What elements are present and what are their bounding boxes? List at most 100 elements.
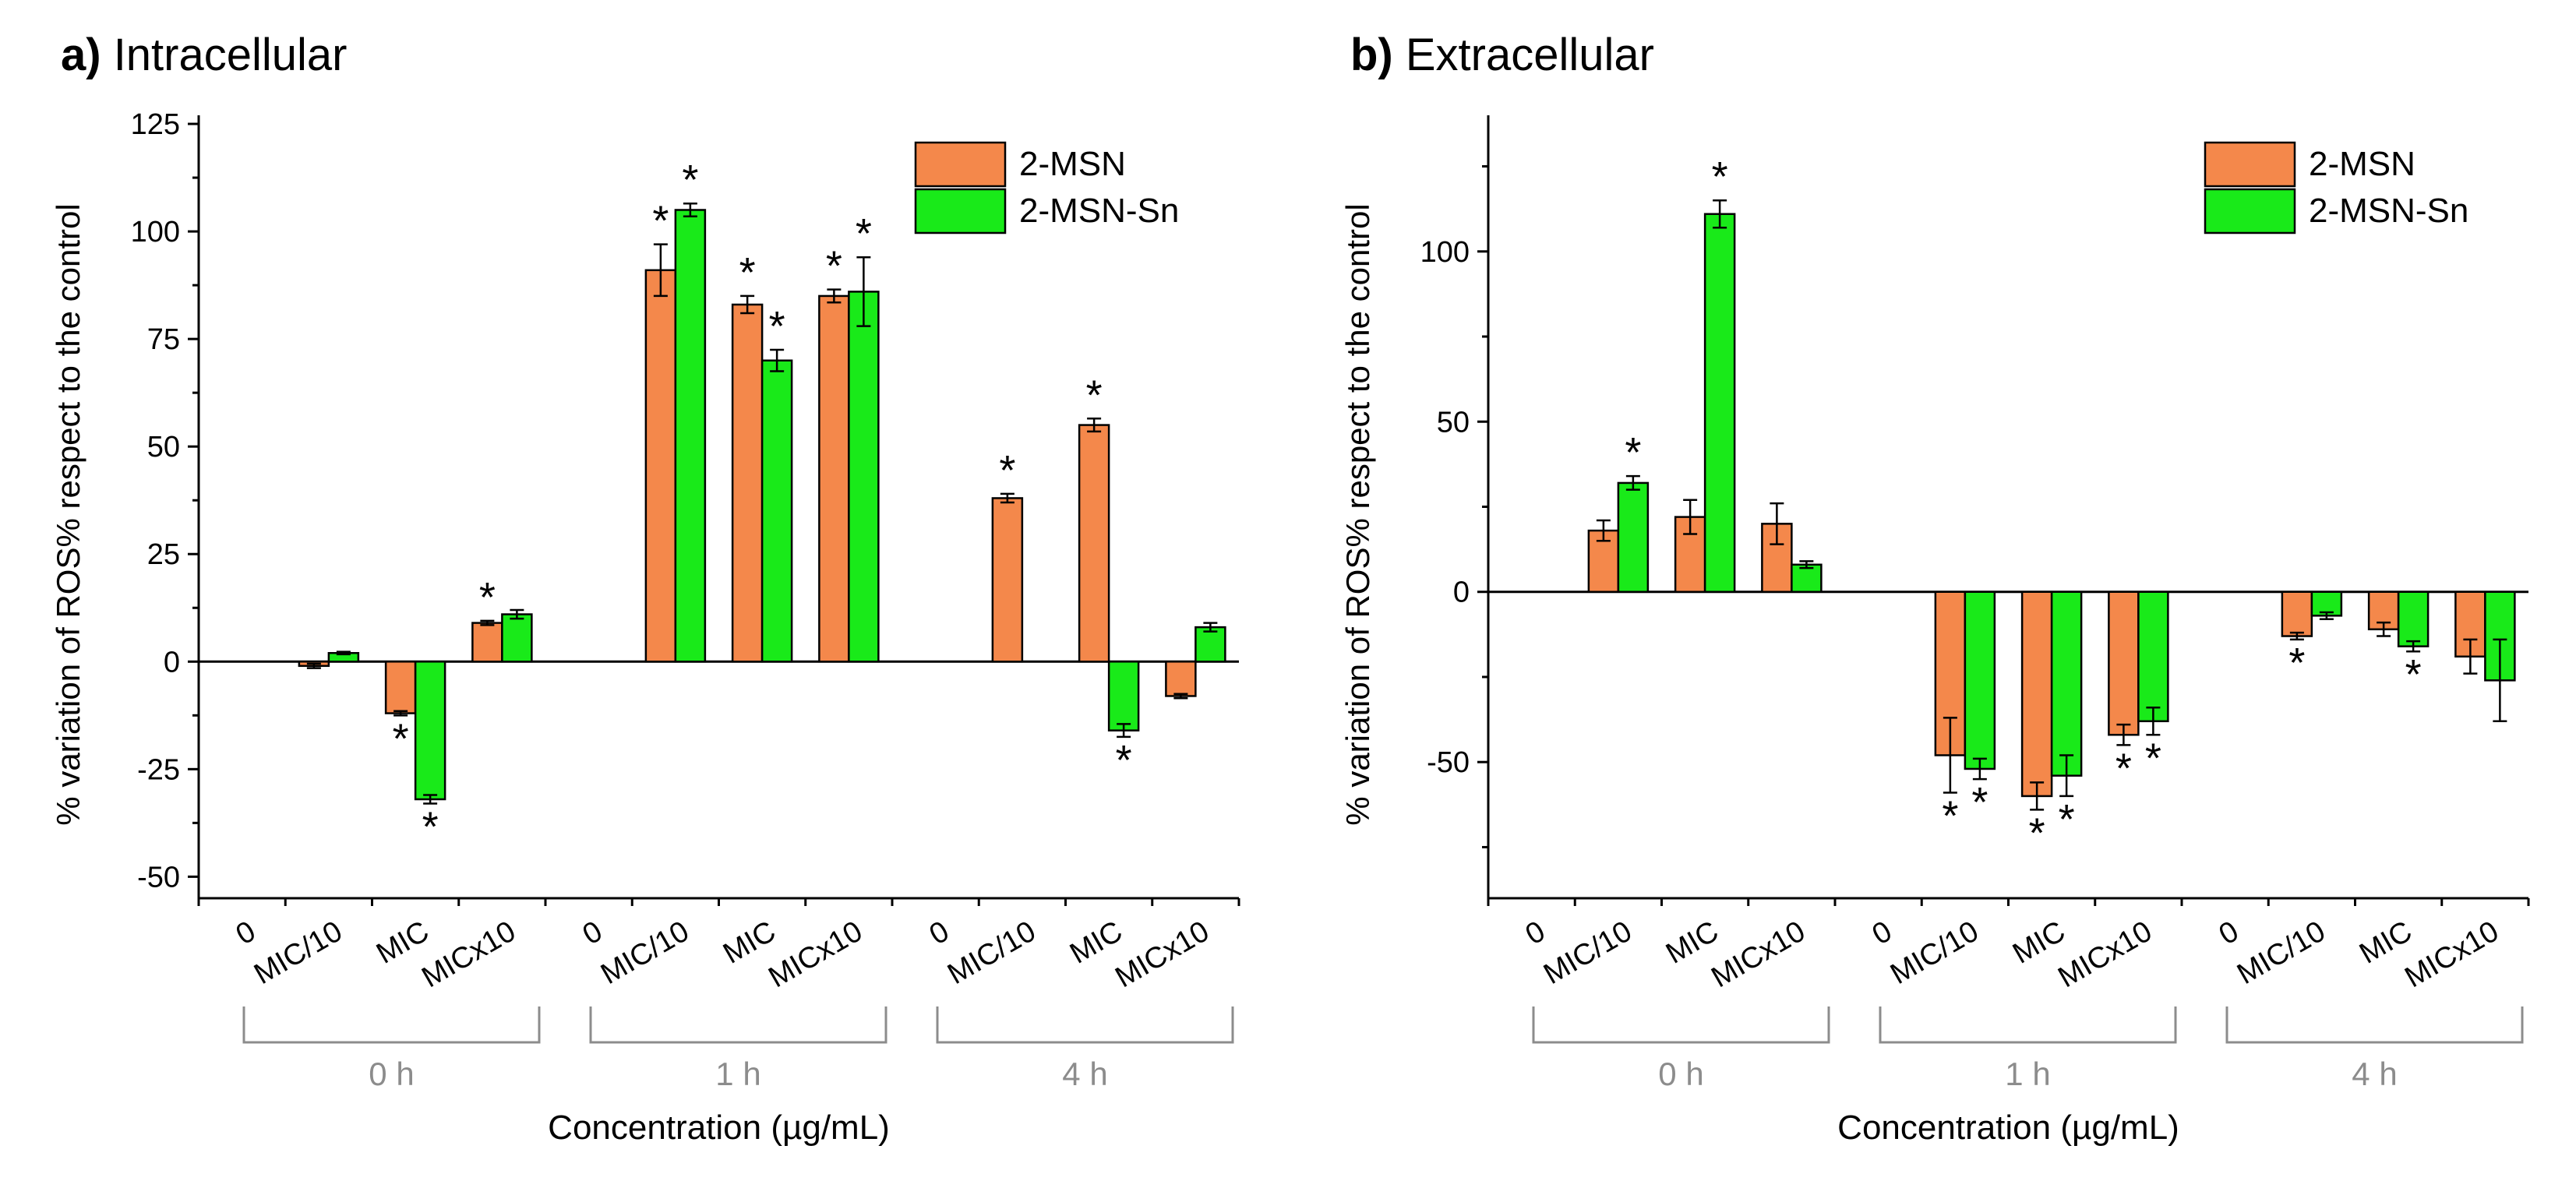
bar-2msn-sn — [2137, 590, 2169, 723]
legend-label: 2-MSN-Sn — [2309, 192, 2468, 230]
chart-panel-a: a) Intracellular -50 -25 0 25 50 75 100 125 % var… — [50, 30, 1240, 1147]
significance-star: * — [1086, 372, 1103, 418]
x-axis-label: Concentration (µg/mL) — [548, 1109, 890, 1147]
group-bracket — [242, 1006, 541, 1044]
significance-star: * — [2145, 735, 2161, 781]
y-tick-label: 125 — [131, 108, 180, 141]
significance-star: * — [1942, 793, 1958, 840]
bar-2msn-sn — [760, 359, 793, 663]
x-tick-label: MICx10 — [1706, 915, 1810, 994]
y-tick-label: 50 — [1437, 406, 1470, 439]
bar-2msn — [471, 622, 503, 663]
x-tick-label: MIC/10 — [595, 915, 694, 991]
bar-2msn-sn — [1107, 661, 1140, 732]
bar-2msn-sn — [1703, 213, 1736, 593]
x-tick-label: MIC/10 — [942, 915, 1041, 991]
bar-2msn — [991, 497, 1024, 663]
y-axis-label: % variation of ROS% respect to the contr… — [50, 203, 86, 825]
chart-title: a) Intracellular — [61, 30, 348, 80]
bar-2msn-sn — [1964, 590, 1996, 770]
panel-title: Extracellular — [1406, 30, 1654, 80]
x-tick-label: 0 — [1867, 915, 1897, 951]
panel-title: Intracellular — [114, 30, 348, 80]
x-tick-label: 0 — [924, 915, 955, 951]
y-tick-label: 25 — [147, 538, 180, 571]
x-tick-label: MICx10 — [1110, 915, 1214, 994]
group-bracket — [2225, 1006, 2524, 1044]
group-bracket — [589, 1006, 887, 1044]
x-tick-label: 0 — [2214, 915, 2244, 951]
x-tick-label: 0 — [577, 915, 608, 951]
bar-2msn-sn — [501, 613, 533, 663]
bar-2msn-sn — [1194, 626, 1226, 663]
significance-star: * — [999, 447, 1015, 494]
bar-2msn-sn — [674, 209, 707, 663]
y-tick-label: 0 — [164, 646, 180, 679]
bar-2msn — [2108, 590, 2140, 736]
x-tick-label: MICx10 — [2399, 915, 2504, 994]
y-tick-label: 100 — [1420, 236, 1470, 269]
x-tick-label: MICx10 — [416, 915, 520, 994]
significance-star: * — [682, 157, 698, 203]
group-bracket — [1879, 1006, 2177, 1044]
x-tick-label: MIC/10 — [1885, 915, 1984, 991]
significance-star: * — [393, 715, 409, 762]
bar-2msn-sn — [1617, 481, 1650, 593]
y-tick-label: 0 — [1453, 576, 1470, 609]
group-label: 1 h — [715, 1056, 760, 1092]
significance-star: * — [1971, 779, 1988, 826]
significance-star: * — [826, 243, 842, 290]
legend-swatch — [2204, 188, 2296, 234]
group-label: 0 h — [1658, 1056, 1703, 1092]
bar-2msn — [731, 303, 764, 663]
group-label: 1 h — [2005, 1056, 2050, 1092]
legend-label: 2-MSN — [2309, 145, 2415, 183]
y-axis-label: % variation of ROS% respect to the contr… — [1339, 203, 1376, 825]
x-tick-label: MICx10 — [2052, 915, 2157, 994]
chart-title: b) Extracellular — [1350, 30, 1654, 80]
y-tick-label: -50 — [137, 861, 180, 894]
bar-2msn — [1165, 661, 1197, 697]
significance-star: * — [2405, 651, 2422, 698]
legend-swatch — [2204, 141, 2296, 188]
significance-star: * — [769, 303, 785, 350]
significance-star: * — [2059, 796, 2075, 843]
x-tick-label: MIC/10 — [249, 915, 348, 991]
bar-2msn-sn — [848, 291, 880, 663]
x-tick-label: MIC/10 — [2232, 915, 2331, 991]
significance-star: * — [1116, 737, 1132, 784]
panel-letter: a) — [61, 30, 114, 80]
significance-star: * — [1625, 429, 1641, 476]
bar-2msn — [818, 294, 850, 663]
bar-2msn — [644, 269, 677, 663]
bar-2msn-sn — [2050, 590, 2083, 777]
y-tick-label: -25 — [137, 753, 180, 786]
x-tick-label: MIC/10 — [1538, 915, 1637, 991]
bar-2msn — [2020, 590, 2053, 798]
group-bracket — [1532, 1006, 1830, 1044]
legend-swatch — [914, 188, 1007, 234]
group-bracket — [936, 1006, 1234, 1044]
y-tick-label: 75 — [147, 323, 180, 356]
significance-star: * — [739, 249, 756, 296]
group-label: 4 h — [1062, 1056, 1107, 1092]
legend-label: 2-MSN — [1019, 145, 1126, 183]
chart-panel-b: b) Extracellular -50 0 50 100 % variation of … — [1339, 30, 2530, 1147]
significance-star: * — [856, 210, 872, 257]
x-axis-label: Concentration (µg/mL) — [1837, 1109, 2179, 1147]
x-tick-label: 0 — [231, 915, 261, 951]
y-tick-label: -50 — [1427, 746, 1470, 779]
significance-star: * — [652, 198, 669, 245]
group-label: 4 h — [2352, 1056, 2397, 1092]
bar-2msn — [384, 661, 417, 714]
y-tick-label: 100 — [131, 216, 180, 249]
legend-label: 2-MSN-Sn — [1019, 192, 1179, 230]
x-tick-label: MICx10 — [763, 915, 867, 994]
panel-letter: b) — [1350, 30, 1406, 80]
significance-star: * — [422, 804, 439, 851]
y-tick-label: 50 — [147, 431, 180, 464]
significance-star: * — [2115, 745, 2132, 791]
significance-star: * — [2029, 809, 2045, 856]
bar-2msn-sn — [2397, 590, 2430, 647]
